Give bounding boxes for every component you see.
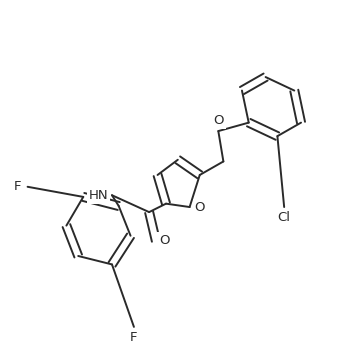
Text: O: O xyxy=(195,201,205,213)
Text: O: O xyxy=(159,234,169,247)
Text: F: F xyxy=(14,180,21,193)
Text: O: O xyxy=(213,115,224,127)
Text: Cl: Cl xyxy=(278,211,291,224)
Text: F: F xyxy=(130,331,137,344)
Text: HN: HN xyxy=(89,189,108,202)
